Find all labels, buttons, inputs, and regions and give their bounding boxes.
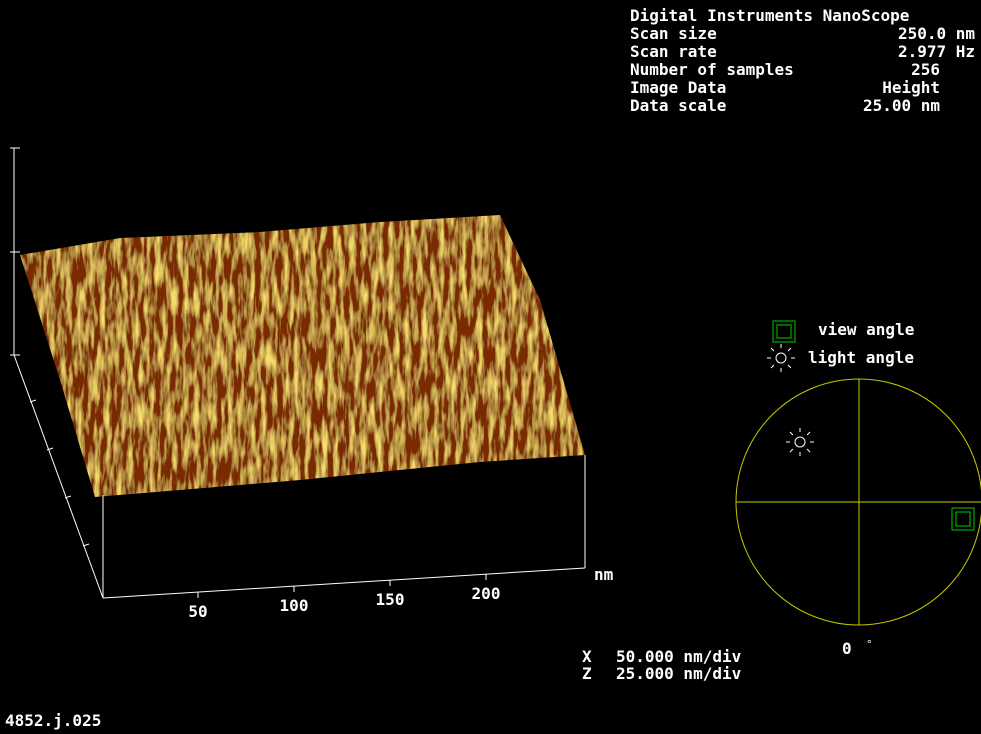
view-position <box>951 507 975 531</box>
scale-value: 25.000 nm/div <box>616 664 742 683</box>
param-value: 250.0 nm <box>898 24 975 43</box>
angle-unit: ° <box>866 638 873 651</box>
view-icon <box>772 320 796 343</box>
x-tick-label: 100 <box>280 596 309 615</box>
param-label: Scan rate <box>630 42 717 61</box>
angle-dial <box>735 378 981 626</box>
param-label: Image Data <box>630 78 726 97</box>
param-value: 2.977 Hz <box>898 42 975 61</box>
axis-unit: nm <box>594 565 614 584</box>
legend-view: view angle <box>818 320 914 339</box>
param-label: Scan size <box>630 24 717 43</box>
scale-value: 50.000 nm/div <box>616 647 742 666</box>
light-icon <box>767 344 795 372</box>
param-value: 256 <box>911 60 940 79</box>
param-label: Number of samples <box>630 60 794 79</box>
scale-axis: X <box>582 647 592 666</box>
filename: 4852.j.025 <box>5 711 101 730</box>
x-tick-label: 150 <box>376 590 405 609</box>
param-value: 25.00 nm <box>863 96 940 115</box>
header-title: Digital Instruments NanoScope <box>630 6 909 25</box>
param-value: Height <box>882 78 940 97</box>
legend-light: light angle <box>808 348 914 367</box>
scale-axis: Z <box>582 664 592 683</box>
axes <box>10 147 586 599</box>
x-tick-label: 200 <box>472 584 501 603</box>
x-tick-label: 50 <box>188 602 207 621</box>
param-label: Data scale <box>630 96 726 115</box>
surface <box>20 215 585 497</box>
angle-value: 0 <box>842 639 852 658</box>
light-position <box>786 428 814 456</box>
